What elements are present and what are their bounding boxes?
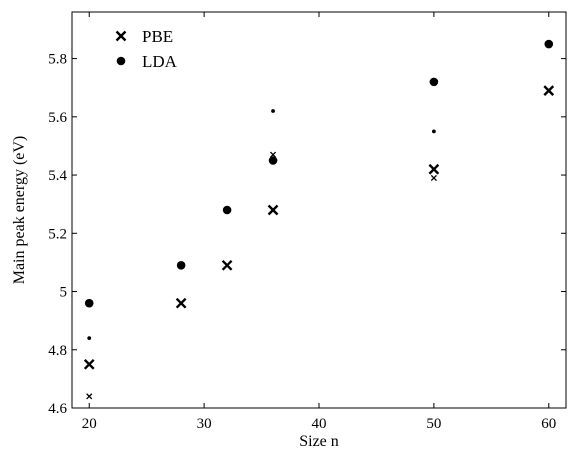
point-circle <box>84 298 94 308</box>
point-dot-small <box>271 109 275 113</box>
y-tick-label: 5.2 <box>48 226 67 242</box>
point-x <box>428 163 440 175</box>
data-points <box>83 39 555 400</box>
x-tick-label: 20 <box>82 416 97 432</box>
point-circle <box>268 156 278 165</box>
x-tick-label: 50 <box>426 416 441 432</box>
y-axis-label: Main peak energy (eV) <box>11 136 28 285</box>
y-tick-label: 5.4 <box>48 168 67 184</box>
x-tick-label: 60 <box>541 416 556 432</box>
y-axis-ticks: 4.6 4.8 5 5.2 5.4 5.6 5.8 <box>48 52 566 417</box>
point-x <box>83 358 95 370</box>
point-x <box>175 297 187 309</box>
point-circle <box>544 39 554 49</box>
point-x <box>267 204 279 216</box>
x-tick-label: 30 <box>197 416 212 432</box>
y-tick-label: 5.6 <box>48 110 67 126</box>
point-x <box>543 85 555 96</box>
point-dot-small <box>87 336 92 341</box>
y-tick-label: 4.6 <box>48 401 67 417</box>
y-tick-label: 4.8 <box>48 343 67 359</box>
plot-frame <box>71 11 567 409</box>
point-x-small <box>269 151 277 158</box>
point-circle <box>176 261 186 270</box>
point-circle <box>222 205 232 215</box>
legend-label-lda: LDA <box>142 52 178 71</box>
legend: PBE LDA <box>115 27 178 71</box>
x-tick-label: 40 <box>312 416 327 432</box>
y-tick-label: 5 <box>60 285 68 301</box>
legend-label-pbe: PBE <box>142 27 173 46</box>
point-x-small <box>430 174 437 182</box>
point-circle <box>429 77 439 87</box>
point-x <box>221 259 233 271</box>
y-tick-label: 5.8 <box>48 52 67 68</box>
x-axis-ticks: 20 30 40 50 60 <box>82 12 556 432</box>
point-x-small <box>86 393 93 400</box>
point-dot-small <box>431 129 436 134</box>
x-axis-label: Size n <box>299 433 339 450</box>
legend-marker-lda <box>116 56 126 66</box>
legend-marker-pbe <box>115 30 127 42</box>
